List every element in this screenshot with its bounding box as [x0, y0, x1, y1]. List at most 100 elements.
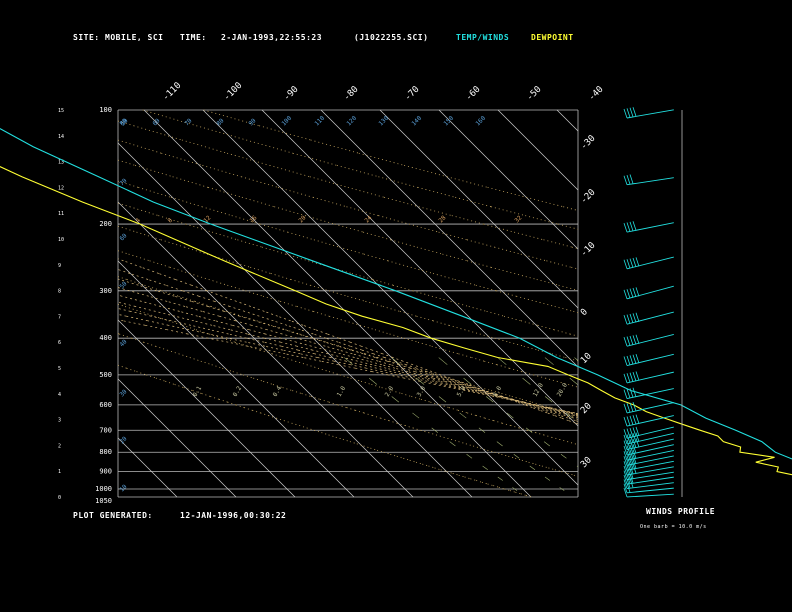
wind-barb-flag [626, 416, 631, 426]
temp-top-label: -100 [222, 81, 244, 103]
mixing-ratio-line [529, 465, 536, 471]
moist-adiabat-label: 12 [202, 214, 212, 224]
chart-grid [117, 109, 579, 498]
wind-barb-flag [623, 475, 628, 485]
wind-barb-flag [629, 473, 634, 484]
wind-barb-shaft [626, 353, 674, 366]
mixing-ratio-label: 12.0 [532, 382, 545, 398]
wind-barb-flag [632, 107, 637, 117]
moist-adiabat-line [117, 278, 579, 420]
left-theta-label: 40 [118, 338, 128, 348]
mixing-ratio-line [574, 357, 579, 361]
moist-adiabat-label: 8 [166, 217, 174, 225]
wind-barb-shaft [626, 444, 674, 456]
wind-barb-flag [629, 449, 634, 460]
wind-barb-flag [632, 427, 637, 437]
moist-adiabat-label: 4 [134, 217, 142, 225]
wind-barb-shaft [626, 311, 674, 325]
wind-barb-flag [626, 388, 631, 399]
wind-barb-flag [632, 438, 637, 448]
wind-barb-flag [632, 257, 637, 268]
pressure-label: 700 [99, 426, 112, 434]
mixing-ratio-line [560, 454, 567, 459]
left-theta-label: 20 [118, 435, 128, 445]
isotherm-line [143, 109, 532, 498]
temp-right-label: -20 [579, 188, 598, 207]
moist-adiabat-label: 20 [297, 214, 307, 224]
wind-barb-shaft [626, 449, 674, 461]
dry-adiabat-line [117, 333, 579, 477]
wind-barb-flag [626, 336, 631, 346]
wind-barb-flag [629, 372, 634, 382]
wind-barb-shaft [626, 487, 674, 494]
wind-barb-flag [629, 355, 634, 365]
wind-barb-shaft [626, 426, 674, 439]
height-km-label: 12 [58, 185, 64, 191]
wind-barb-flag [623, 356, 628, 366]
height-km-label: 13 [58, 160, 64, 166]
chart-series [0, 128, 792, 476]
dry-adiabat-label: 160 [474, 115, 487, 128]
site-value: MOBILE, SCI [105, 33, 164, 42]
temp-right-label: 0 [579, 307, 590, 318]
dry-adiabat-line [117, 364, 532, 498]
dry-adiabat-line [203, 109, 579, 211]
wind-barb-flag [626, 355, 631, 366]
moist-adiabat-label: 16 [248, 214, 258, 224]
wind-barb-flag [635, 371, 640, 381]
dry-adiabat-line [117, 159, 579, 291]
wind-barb-flag [635, 287, 640, 297]
wind-barb-flag [632, 433, 637, 443]
mixing-ratio-label: 2.0 [384, 385, 396, 398]
height-km-label: 5 [58, 366, 61, 372]
isotherm-line [117, 201, 414, 498]
wind-barb-flag [629, 174, 634, 184]
temp-top-label: -110 [161, 81, 183, 103]
left-theta-label: 50 [118, 280, 128, 290]
pressure-label: 100 [99, 106, 112, 114]
wind-barb-flag [623, 451, 628, 461]
wind-barb-flag [635, 257, 640, 267]
isotherm-line [379, 109, 579, 309]
wind-barb-flag [629, 415, 634, 425]
mixing-ratio-line [544, 357, 554, 365]
wind-barb-flag [626, 434, 631, 444]
dry-adiabat-line [117, 202, 579, 337]
dewpoint-legend: DEWPOINT [531, 33, 574, 42]
pressure-label: 300 [99, 287, 112, 295]
height-km-label: 11 [58, 211, 64, 217]
moist-adiabat-label: 32 [513, 214, 523, 224]
chart-labels: 1002003004005006007008009001000105001234… [58, 81, 606, 505]
wind-barb-flag [623, 389, 628, 399]
mixing-ratio-line [416, 377, 425, 385]
left-theta-label: 30 [118, 388, 128, 398]
wind-barb-shaft [626, 471, 674, 481]
wind-barb-flag [635, 354, 640, 364]
wind-barb-flag [635, 438, 640, 448]
wind-barb-flag [635, 312, 640, 322]
wind-barb-flag [623, 479, 628, 489]
winds-profile [623, 107, 683, 498]
height-km-label: 15 [58, 108, 64, 114]
wind-barb-flag [626, 373, 631, 383]
wind-barb-flag [632, 335, 637, 345]
wind-barb-shaft [626, 415, 674, 427]
moist-adiabat-line [117, 258, 579, 425]
wind-barb-flag [626, 289, 631, 299]
height-km-label: 14 [58, 134, 64, 140]
dry-adiabat-label: 120 [345, 115, 358, 128]
wind-barb-shaft [626, 285, 674, 300]
isotherm-line [202, 109, 579, 486]
mixing-ratio-line [565, 412, 573, 419]
height-km-label: 8 [58, 289, 61, 295]
wind-barb-flag [635, 414, 640, 424]
wind-barb-flag [623, 440, 628, 450]
dry-adiabat-label: 60 [151, 117, 161, 127]
wind-barb-shaft [626, 493, 674, 498]
wind-barb-shaft [626, 177, 674, 186]
pressure-label: 400 [99, 334, 112, 342]
dry-adiabat-line [117, 180, 579, 314]
height-km-label: 0 [58, 495, 61, 501]
wind-barb-flag [623, 289, 628, 299]
wind-barb-flag [623, 461, 628, 471]
